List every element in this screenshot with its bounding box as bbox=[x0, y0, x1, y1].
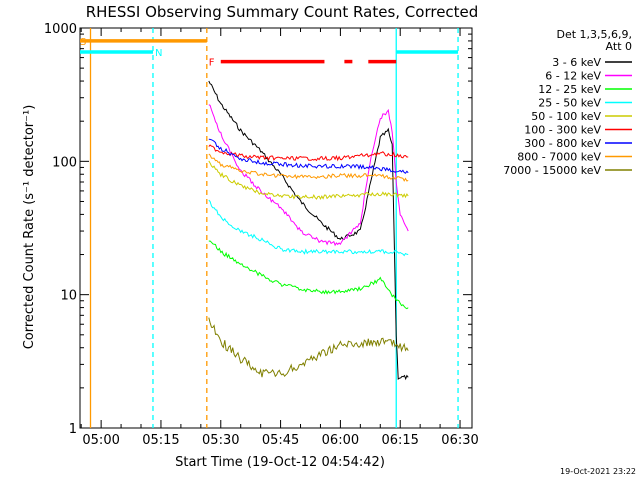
x-tick-label: 05:15 bbox=[142, 433, 179, 448]
flag-bar-label: N bbox=[155, 48, 162, 59]
y-tick-label: 10 bbox=[60, 289, 77, 304]
series-line bbox=[208, 138, 409, 174]
legend-entry-label: 25 - 50 keV bbox=[538, 97, 601, 110]
footer-timestamp: 19-Oct-2021 23:22 bbox=[560, 467, 636, 476]
legend-entry-label: 7000 - 15000 keV bbox=[503, 164, 601, 177]
series-line bbox=[208, 199, 409, 257]
legend-entry-label: 50 - 100 keV bbox=[531, 110, 601, 123]
x-tick-label: 05:00 bbox=[82, 433, 119, 448]
x-tick-label: 05:30 bbox=[202, 433, 239, 448]
x-tick-label: 06:30 bbox=[441, 433, 478, 448]
flag-bar-label: F bbox=[209, 58, 215, 69]
legend-entry-label: 800 - 7000 keV bbox=[517, 151, 601, 164]
plot-area: 1 10 100 1000 05:00 05:15 05:30 05:45 06:00 06:15… bbox=[44, 22, 479, 448]
series-line bbox=[208, 80, 409, 381]
y-tick-label: 1 bbox=[69, 422, 77, 437]
legend-entry-label: 6 - 12 keV bbox=[545, 70, 601, 83]
chart-title: RHESSI Observing Summary Count Rates, Co… bbox=[86, 3, 479, 21]
flag-bar-label: S bbox=[80, 37, 86, 48]
x-tick-label: 06:15 bbox=[381, 433, 418, 448]
legend-entry-label: 12 - 25 keV bbox=[538, 83, 601, 96]
legend-entry-label: 3 - 6 keV bbox=[552, 56, 601, 69]
x-tick-label: 06:00 bbox=[322, 433, 359, 448]
legend-header-line-2: Att 0 bbox=[606, 40, 632, 53]
y-tick-label: 100 bbox=[52, 155, 77, 170]
x-tick-label: 05:45 bbox=[262, 433, 299, 448]
y-tick-label: 1000 bbox=[44, 22, 77, 37]
series-line bbox=[208, 104, 409, 247]
series-line bbox=[208, 153, 409, 182]
series-line bbox=[208, 160, 409, 201]
plot-frame bbox=[79, 27, 473, 429]
legend-header-line-1: Det 1,3,5,6,9, bbox=[556, 28, 632, 41]
legend-entry-label: 100 - 300 keV bbox=[524, 124, 601, 137]
series-line bbox=[208, 240, 409, 310]
x-axis-label: Start Time (19-Oct-12 04:54:42) bbox=[175, 455, 385, 470]
legend-entry-label: 300 - 800 keV bbox=[524, 137, 601, 150]
series-line bbox=[208, 317, 409, 378]
y-axis-label: Corrected Count Rate (s⁻¹ detector⁻¹) bbox=[22, 105, 37, 350]
series-line bbox=[208, 144, 409, 162]
